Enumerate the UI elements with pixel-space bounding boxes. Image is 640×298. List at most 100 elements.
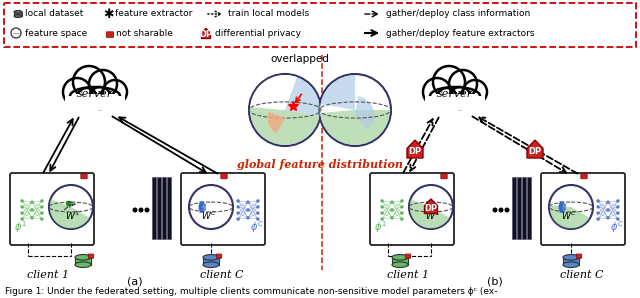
Circle shape [20,218,24,221]
Circle shape [257,205,259,208]
Polygon shape [202,28,211,38]
Text: client 1: client 1 [387,270,429,280]
Text: DP: DP [408,147,422,156]
Circle shape [31,201,33,204]
Wedge shape [285,77,320,110]
Circle shape [257,199,259,202]
Text: global feature distribution: global feature distribution [237,159,403,170]
Circle shape [390,201,394,204]
Text: local dataset: local dataset [25,9,83,18]
Circle shape [237,199,239,202]
Polygon shape [407,140,423,158]
Bar [392,257,408,265]
Wedge shape [320,110,390,145]
Circle shape [237,218,239,221]
Bar [522,177,526,239]
Circle shape [433,66,465,98]
Wedge shape [550,205,589,228]
Text: server: server [437,89,473,99]
Circle shape [504,207,509,212]
Circle shape [246,209,250,211]
Circle shape [596,205,600,208]
Polygon shape [424,199,438,213]
FancyBboxPatch shape [441,174,447,179]
FancyBboxPatch shape [576,254,582,258]
FancyBboxPatch shape [541,173,625,245]
Circle shape [616,218,620,221]
Ellipse shape [49,185,93,229]
Circle shape [401,205,403,208]
FancyBboxPatch shape [581,174,588,179]
FancyBboxPatch shape [81,174,87,179]
Circle shape [596,212,600,215]
Ellipse shape [392,254,408,260]
Circle shape [493,207,497,212]
Circle shape [463,80,487,104]
Ellipse shape [392,262,408,268]
Circle shape [449,70,477,98]
Circle shape [390,216,394,219]
Text: $\phi^C$: $\phi^C$ [610,219,624,235]
Circle shape [89,70,117,98]
Bar [425,94,485,110]
Text: —: — [13,30,19,36]
Text: server: server [77,89,113,99]
Bar [162,177,166,239]
Bar [14,12,22,16]
FancyBboxPatch shape [10,173,94,245]
Circle shape [246,201,250,204]
FancyBboxPatch shape [221,174,227,179]
Bar [152,177,156,239]
Circle shape [40,205,44,208]
Circle shape [437,88,457,108]
Bar [517,177,521,239]
Text: $W^C$: $W^C$ [201,209,217,222]
Text: (b): (b) [487,277,503,287]
Circle shape [596,199,600,202]
Circle shape [607,201,609,204]
Text: $\phi^1$: $\phi^1$ [374,219,387,235]
Circle shape [449,87,471,109]
Ellipse shape [563,254,579,260]
Wedge shape [355,115,374,130]
Circle shape [145,207,150,212]
Ellipse shape [203,254,219,260]
Bar [512,177,516,239]
FancyBboxPatch shape [4,3,636,47]
FancyBboxPatch shape [181,173,265,245]
Circle shape [401,218,403,221]
Ellipse shape [75,254,91,260]
Text: Figure 1: Under the federated setting, multiple clients communicate non-sensitiv: Figure 1: Under the federated setting, m… [5,287,497,296]
Wedge shape [410,200,449,228]
Bar [563,257,579,265]
Circle shape [616,199,620,202]
Circle shape [596,218,600,221]
Circle shape [63,78,91,106]
Circle shape [20,199,24,202]
Bar [157,177,161,239]
Circle shape [381,212,383,215]
FancyBboxPatch shape [405,254,411,258]
Circle shape [40,218,44,221]
Ellipse shape [319,74,391,146]
Text: gather/deploy class information: gather/deploy class information [386,9,531,18]
Text: DP: DP [200,30,212,39]
Circle shape [20,205,24,208]
Polygon shape [527,140,543,158]
Ellipse shape [249,74,321,146]
Ellipse shape [549,185,593,229]
Circle shape [31,216,33,219]
Circle shape [237,212,239,215]
Ellipse shape [189,185,233,229]
Circle shape [401,212,403,215]
Circle shape [73,66,105,98]
Ellipse shape [203,262,219,268]
FancyBboxPatch shape [106,32,114,37]
Bar [203,257,219,265]
Wedge shape [268,112,285,133]
Circle shape [381,218,383,221]
Text: ✱: ✱ [103,7,113,21]
Circle shape [77,88,97,108]
Circle shape [246,216,250,219]
Circle shape [499,207,504,212]
